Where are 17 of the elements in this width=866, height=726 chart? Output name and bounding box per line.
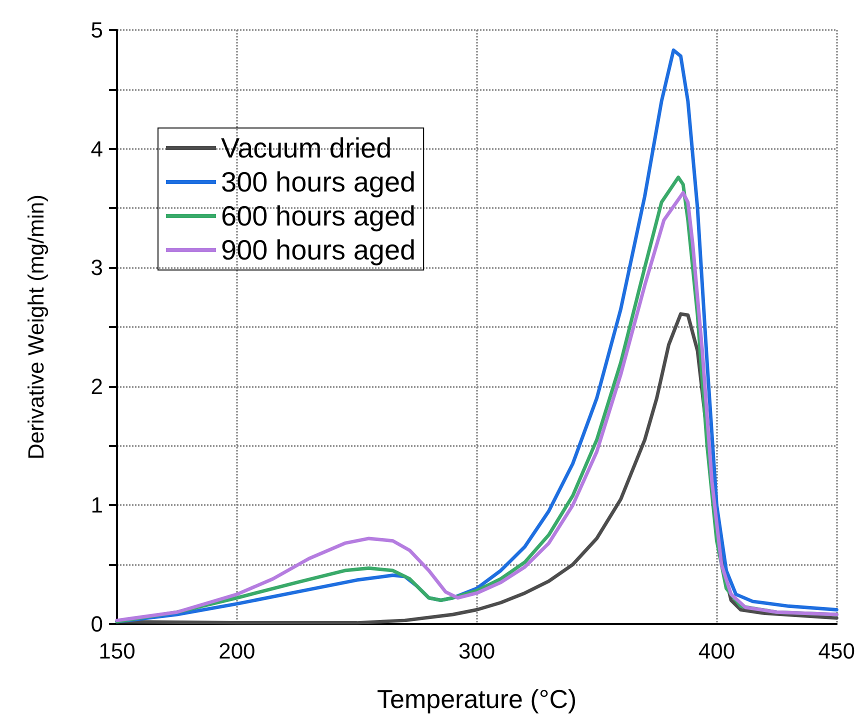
x-tick-label: 200 bbox=[218, 638, 256, 664]
x-tick-label: 400 bbox=[698, 638, 736, 664]
y-tick-label: 0 bbox=[90, 612, 103, 636]
legend-label: 600 hours aged bbox=[221, 200, 416, 232]
y-tick-label: 2 bbox=[90, 374, 103, 399]
legend-label: Vacuum dried bbox=[221, 132, 392, 164]
x-tick-label: 450 bbox=[818, 638, 856, 664]
x-axis-title: Temperature (°C) bbox=[376, 684, 577, 714]
y-tick-label: 1 bbox=[90, 492, 103, 518]
x-tick-label: 300 bbox=[458, 638, 496, 664]
y-axis-title: Derivative Weight (mg/min) bbox=[24, 194, 48, 460]
x-tick-label: 150 bbox=[98, 638, 136, 664]
y-tick-label: 5 bbox=[90, 18, 103, 42]
legend-label: 300 hours aged bbox=[221, 166, 416, 198]
legend-label: 900 hours aged bbox=[221, 234, 416, 266]
y-tick-label: 4 bbox=[90, 136, 103, 162]
y-tick-label: 3 bbox=[90, 255, 103, 280]
